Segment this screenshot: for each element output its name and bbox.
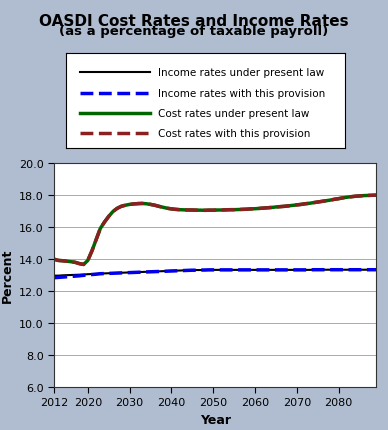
Text: Cost rates under present law: Cost rates under present law [158,108,310,118]
X-axis label: Year: Year [200,413,231,426]
Text: (as a percentage of taxable payroll): (as a percentage of taxable payroll) [59,25,329,38]
Y-axis label: Percent: Percent [1,248,14,302]
Text: Income rates with this provision: Income rates with this provision [158,89,326,98]
Text: OASDI Cost Rates and Income Rates: OASDI Cost Rates and Income Rates [39,14,349,29]
Text: Cost rates with this provision: Cost rates with this provision [158,129,310,139]
Text: Income rates under present law: Income rates under present law [158,68,324,78]
